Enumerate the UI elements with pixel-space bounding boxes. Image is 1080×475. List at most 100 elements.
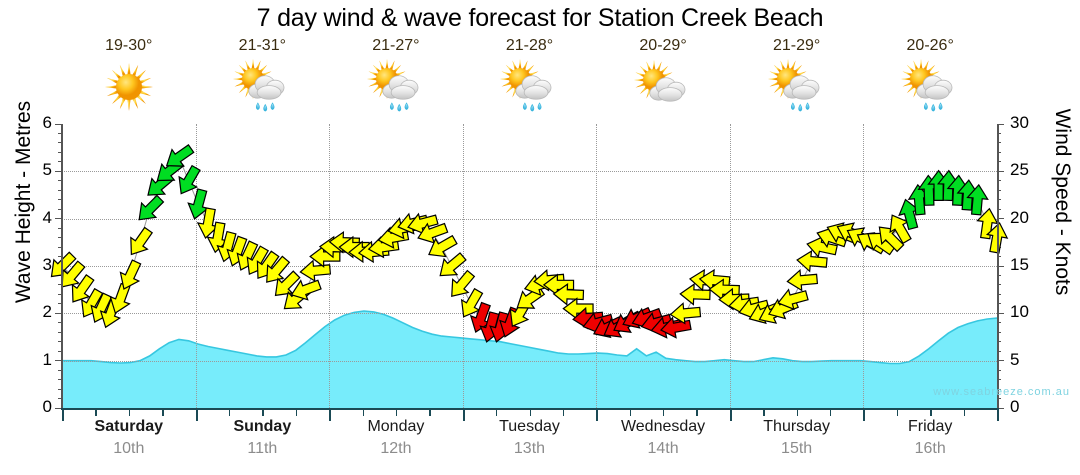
left-tick-0: 0: [42, 397, 52, 416]
left-tick-1: 1: [42, 349, 52, 369]
gridline-h-1: [62, 360, 997, 362]
wind-arrows-layer: [50, 143, 1009, 343]
wind-arrow: [266, 255, 291, 283]
tick-mark: [55, 360, 62, 362]
left-tick-6: 6: [42, 113, 52, 132]
gridline-v-4: [596, 124, 598, 408]
wind-arrow: [777, 288, 809, 311]
tick-mark: [997, 274, 1001, 276]
day-date-friday: 16th: [914, 440, 946, 457]
tick-mark: [58, 379, 62, 381]
day-date-saturday: 10th: [113, 440, 145, 457]
left-tick-5: 5: [42, 160, 52, 180]
tick-mark: [58, 199, 62, 201]
tick-mark: [997, 218, 1004, 220]
tick-mark: [997, 151, 1001, 153]
tick-mark: [58, 284, 62, 286]
temp-range-0: 19-30°: [105, 37, 153, 54]
tick-mark: [997, 284, 1001, 286]
day-date-thursday: 15th: [781, 440, 813, 457]
tick-mark: [997, 208, 1001, 210]
wind-arrow: [71, 274, 95, 303]
tick-mark: [997, 388, 1001, 390]
axis-spine: [863, 408, 866, 421]
tick-mark: [997, 142, 1001, 144]
tick-mark: [997, 398, 1001, 400]
tick-mark: [997, 293, 1001, 295]
right-tick-20: 20: [1010, 207, 1029, 227]
day-date-sunday: 11th: [247, 440, 278, 457]
axis-spine: [796, 408, 799, 416]
day-name-sunday: Sunday: [233, 418, 292, 435]
gridline-h-3: [62, 266, 997, 267]
right-tick-5: 5: [1010, 349, 1020, 369]
tick-mark: [55, 407, 62, 409]
tick-mark: [58, 180, 62, 182]
watermark: www.seabreeze.com.au: [933, 386, 1070, 398]
tick-mark: [58, 322, 62, 324]
wind-arrow: [138, 194, 165, 221]
left-tick-3: 3: [42, 255, 52, 274]
tick-mark: [997, 256, 1001, 258]
tick-mark: [58, 303, 62, 305]
tick-mark: [58, 293, 62, 295]
day-name-wednesday: Wednesday: [620, 418, 706, 435]
wind-arrow: [966, 183, 989, 216]
wind-arrow: [165, 143, 195, 167]
axis-spine: [997, 124, 999, 408]
wind-arrow: [274, 270, 301, 297]
wind-arrow: [451, 269, 476, 298]
tick-mark: [58, 256, 62, 258]
tick-mark: [997, 180, 1001, 182]
tick-mark: [997, 360, 1004, 362]
temp-range-6: 20-26°: [906, 37, 954, 54]
sun-cloud-rain-icon: [494, 59, 564, 118]
tick-mark: [58, 331, 62, 333]
axis-spine: [228, 408, 231, 416]
gridline-v-5: [729, 124, 731, 408]
day-date-wednesday: 14th: [647, 440, 679, 457]
axis-spine: [830, 408, 832, 416]
tick-mark: [58, 341, 62, 343]
gridline-v-6: [863, 124, 865, 408]
wind-arrow: [552, 283, 585, 306]
axis-spine: [462, 408, 465, 421]
wind-arrow: [428, 234, 458, 258]
tick-mark: [58, 388, 62, 390]
wind-arrow: [290, 279, 322, 301]
temp-range-1: 21-31°: [238, 37, 286, 54]
axis-spine: [930, 408, 932, 416]
axis-spine: [496, 408, 498, 416]
axis-spine: [162, 408, 164, 416]
wind-arrow: [130, 226, 154, 256]
tick-mark: [58, 151, 62, 153]
axis-spine: [62, 408, 64, 421]
right-tick-0: 0: [1010, 397, 1020, 416]
axis-spine: [696, 408, 698, 416]
tick-mark: [58, 142, 62, 144]
tick-mark: [58, 246, 62, 248]
tick-mark: [58, 227, 62, 229]
tick-mark: [55, 170, 62, 172]
axis-spine: [997, 408, 999, 421]
day-name-monday: Monday: [367, 418, 425, 435]
right-tick-10: 10: [1010, 302, 1029, 322]
right-tick-15: 15: [1010, 255, 1029, 274]
wind-arrow: [178, 164, 201, 195]
temp-range-2: 21-27°: [372, 37, 420, 54]
tick-mark: [58, 350, 62, 352]
wind-arrow: [439, 252, 467, 277]
axis-spine: [896, 408, 899, 416]
gridline-v-1: [195, 124, 197, 408]
axis-spine: [763, 408, 765, 416]
day-header-sunday: 21-31°: [196, 36, 330, 126]
wind-arrow: [679, 283, 711, 306]
tick-mark: [997, 189, 1001, 191]
day-header-friday: 20-26°: [863, 36, 997, 126]
tick-mark: [997, 265, 1004, 267]
sun-cloud-rain-icon: [361, 59, 431, 118]
tick-mark: [997, 379, 1001, 381]
sun-cloud-rain-icon: [762, 59, 832, 118]
tick-mark: [997, 322, 1001, 324]
axis-spine: [395, 408, 398, 416]
